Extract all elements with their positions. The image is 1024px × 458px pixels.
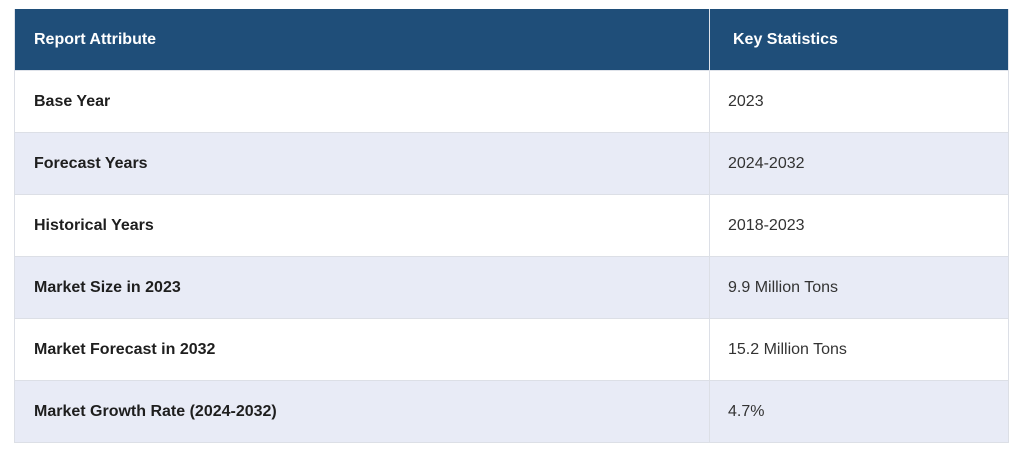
row-attribute: Historical Years — [14, 194, 710, 257]
table-row: Market Forecast in 2032 15.2 Million Ton… — [14, 318, 1009, 381]
report-table-container: Report Attribute Key Statistics Base Yea… — [14, 9, 1009, 443]
header-report-attribute: Report Attribute — [14, 9, 710, 71]
row-value: 2023 — [709, 70, 1009, 133]
row-value: 15.2 Million Tons — [709, 318, 1009, 381]
table-row: Market Growth Rate (2024-2032) 4.7% — [14, 380, 1009, 443]
row-attribute: Market Size in 2023 — [14, 256, 710, 319]
row-value: 2024-2032 — [709, 132, 1009, 195]
row-attribute: Forecast Years — [14, 132, 710, 195]
table-body: Base Year 2023 Forecast Years 2024-2032 … — [14, 70, 1009, 443]
table-row: Historical Years 2018-2023 — [14, 194, 1009, 257]
row-attribute: Market Forecast in 2032 — [14, 318, 710, 381]
row-value: 4.7% — [709, 380, 1009, 443]
report-attributes-table: Report Attribute Key Statistics Base Yea… — [14, 9, 1009, 443]
table-row: Forecast Years 2024-2032 — [14, 132, 1009, 195]
header-row: Report Attribute Key Statistics — [14, 9, 1009, 71]
table-header: Report Attribute Key Statistics — [14, 9, 1009, 71]
table-row: Market Size in 2023 9.9 Million Tons — [14, 256, 1009, 319]
table-row: Base Year 2023 — [14, 70, 1009, 133]
row-value: 2018-2023 — [709, 194, 1009, 257]
row-attribute: Base Year — [14, 70, 710, 133]
header-key-statistics: Key Statistics — [709, 9, 1009, 71]
row-attribute: Market Growth Rate (2024-2032) — [14, 380, 710, 443]
row-value: 9.9 Million Tons — [709, 256, 1009, 319]
